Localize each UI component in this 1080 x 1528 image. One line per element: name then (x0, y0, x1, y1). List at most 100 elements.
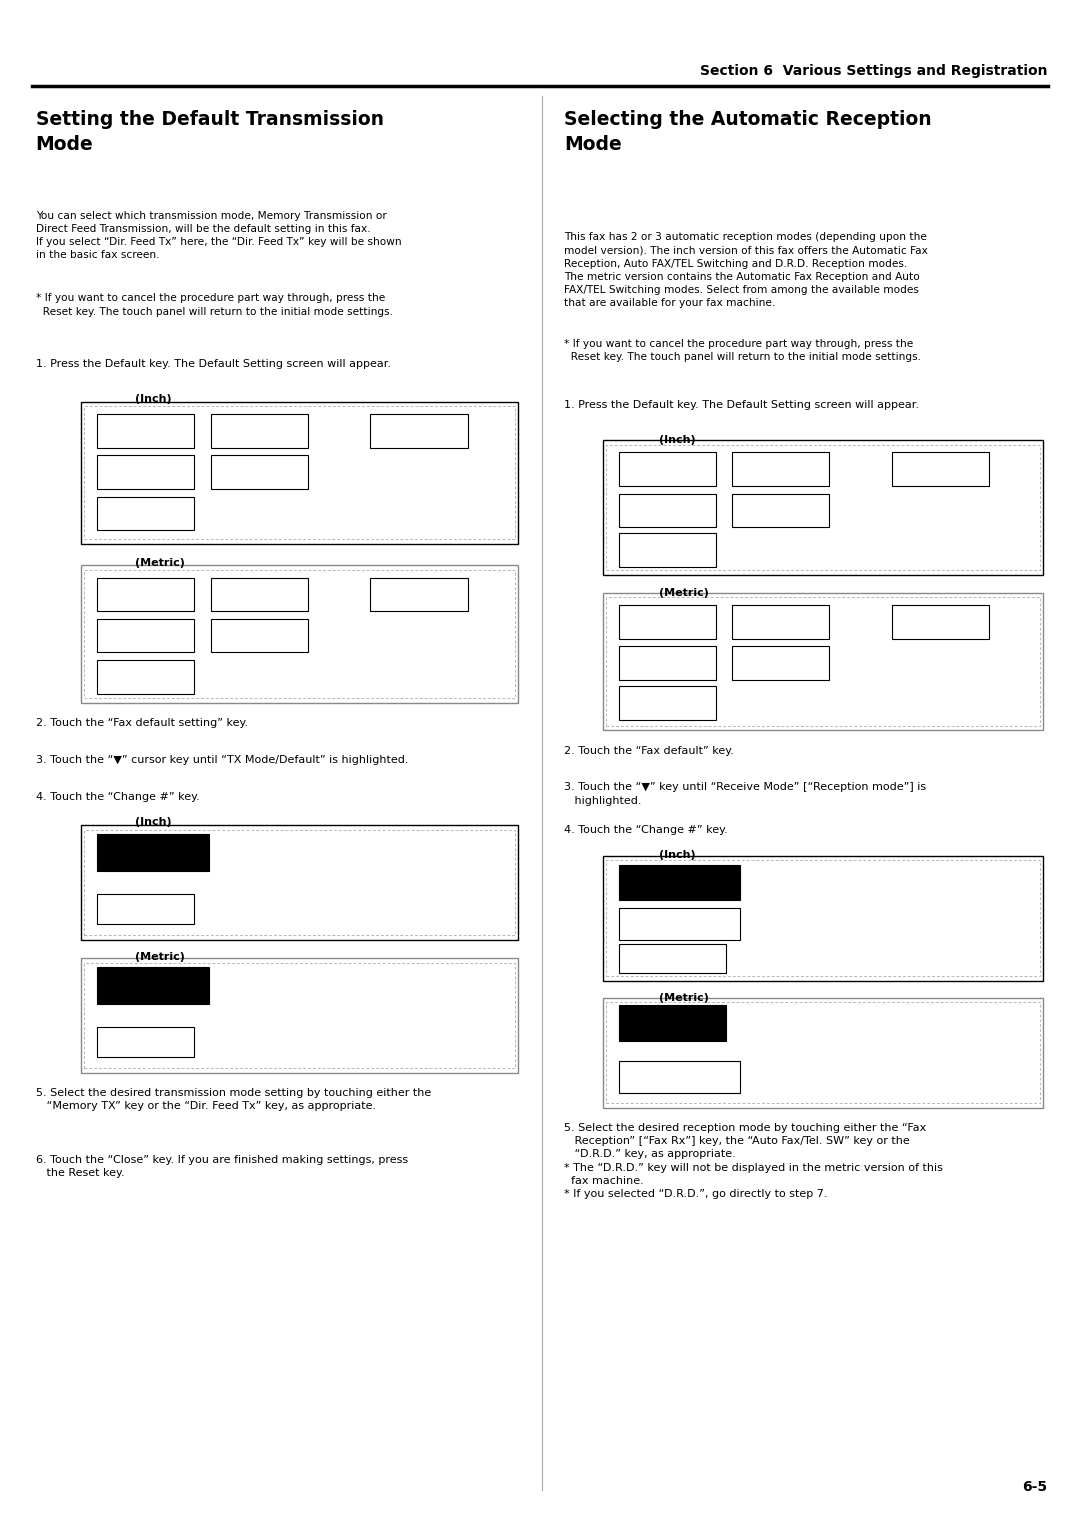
Text: 1. Press the Default key. The Default Setting screen will appear.: 1. Press the Default key. The Default Se… (564, 400, 919, 411)
Text: default: default (238, 474, 271, 483)
Bar (732, 494, 829, 527)
Bar (97, 834, 210, 871)
Bar (84, 406, 515, 539)
Bar (619, 686, 716, 720)
Text: ▶: ▶ (706, 471, 711, 475)
Bar (606, 597, 1040, 726)
Text: default: default (759, 665, 793, 674)
Text: (Metric): (Metric) (135, 558, 185, 568)
Text: Selecting the Automatic Reception
Mode: Selecting the Automatic Reception Mode (564, 110, 931, 154)
Bar (81, 958, 518, 1073)
Bar (211, 619, 308, 652)
Text: 3. Touch the “▼” key until “Receive Mode” [“Reception mode”] is
   highlighted.: 3. Touch the “▼” key until “Receive Mode… (564, 782, 926, 805)
Text: Printer: Printer (759, 500, 793, 509)
Text: default: default (238, 432, 271, 442)
Text: Machine: Machine (646, 692, 679, 701)
Bar (97, 414, 194, 448)
Text: Printer: Printer (238, 625, 271, 634)
Text: Tx: Tx (136, 1044, 146, 1053)
Text: This fax has 2 or 3 automatic reception modes (depending upon the
model version): This fax has 2 or 3 automatic reception … (564, 232, 928, 309)
Bar (619, 452, 716, 486)
Text: D.R.D: D.R.D (654, 953, 679, 963)
Text: default: default (759, 623, 793, 633)
Text: Fax: Fax (769, 611, 783, 620)
Bar (732, 646, 829, 680)
Text: 3. Touch the “▼” cursor key until “TX Mode/Default” is highlighted.: 3. Touch the “▼” cursor key until “TX Mo… (36, 755, 408, 766)
Text: ▶: ▶ (298, 596, 302, 601)
Text: 6. Touch the “Close” key. If you are finished making settings, press
   the Rese: 6. Touch the “Close” key. If you are fin… (36, 1155, 408, 1178)
Bar (619, 533, 716, 567)
Text: 4. Touch the “Change #” key.: 4. Touch the “Change #” key. (36, 792, 200, 802)
Bar (97, 1027, 194, 1057)
Bar (81, 402, 518, 544)
Text: Reception: Reception (651, 885, 696, 892)
Bar (81, 565, 518, 703)
Text: default: default (646, 512, 679, 521)
Text: Language: Language (916, 617, 956, 626)
Text: ▶: ▶ (820, 512, 824, 516)
Text: ▶: ▶ (706, 665, 711, 669)
Text: Auto Fax/: Auto Fax/ (652, 1067, 694, 1074)
Text: FAX: FAX (769, 458, 783, 468)
Text: 1. Press the Default key. The Default Setting screen will appear.: 1. Press the Default key. The Default Se… (36, 359, 391, 370)
Text: (Inch): (Inch) (135, 817, 172, 828)
Text: * If you want to cancel the procedure part way through, press the
  Reset key. T: * If you want to cancel the procedure pa… (564, 339, 921, 362)
Text: default: default (124, 678, 158, 688)
Text: default: default (124, 474, 158, 483)
Text: FAX: FAX (247, 420, 261, 429)
Text: default: default (124, 637, 158, 646)
Text: Auto Fax/: Auto Fax/ (652, 914, 694, 921)
Bar (619, 1005, 726, 1041)
Bar (619, 908, 741, 940)
Bar (619, 494, 716, 527)
Bar (892, 452, 989, 486)
Text: Copy: Copy (131, 420, 151, 429)
Text: default: default (646, 623, 679, 633)
Text: Fax Rx: Fax Rx (649, 1018, 685, 1028)
Text: ▶: ▶ (185, 432, 189, 437)
Text: default: default (238, 596, 271, 605)
Bar (97, 578, 194, 611)
Text: Copy: Copy (652, 458, 673, 468)
Bar (619, 865, 741, 900)
Text: Section 6  Various Settings and Registration: Section 6 Various Settings and Registrat… (700, 64, 1048, 78)
Text: Tel. SW: Tel. SW (658, 1079, 690, 1086)
Bar (84, 830, 515, 935)
Text: Scanner: Scanner (646, 652, 679, 662)
Text: Copy: Copy (131, 584, 151, 593)
Text: ▶: ▶ (820, 623, 824, 628)
Text: Machine: Machine (124, 666, 158, 675)
Bar (211, 414, 308, 448)
Bar (732, 452, 829, 486)
Text: 4. Touch the “Change #” key.: 4. Touch the “Change #” key. (564, 825, 728, 836)
Text: Fax: Fax (247, 584, 261, 593)
Text: Language: Language (394, 590, 434, 599)
Text: default: default (646, 704, 679, 714)
Text: default: default (759, 512, 793, 521)
Text: (Metric): (Metric) (659, 993, 708, 1004)
Bar (603, 856, 1043, 981)
Text: Memory Tx: Memory Tx (120, 981, 176, 990)
Text: Scanner: Scanner (124, 461, 158, 471)
Bar (732, 605, 829, 639)
Text: Memory TX: Memory TX (120, 848, 176, 857)
Text: ▶: ▶ (458, 432, 462, 437)
Bar (619, 605, 716, 639)
Bar (97, 894, 194, 924)
Text: Machine: Machine (646, 539, 679, 549)
Bar (603, 998, 1043, 1108)
Text: Tel. SW: Tel. SW (658, 926, 690, 934)
Text: default: default (238, 637, 271, 646)
Bar (84, 570, 515, 698)
Text: ▶: ▶ (458, 596, 462, 601)
Bar (370, 578, 468, 611)
Bar (606, 1002, 1040, 1103)
Bar (97, 619, 194, 652)
Text: ▶: ▶ (185, 637, 189, 642)
Text: (Inch): (Inch) (135, 394, 172, 405)
Text: default: default (646, 665, 679, 674)
Text: ▶: ▶ (185, 678, 189, 683)
Text: Machine: Machine (124, 503, 158, 512)
Text: (Inch): (Inch) (659, 850, 696, 860)
Text: default: default (646, 471, 679, 480)
